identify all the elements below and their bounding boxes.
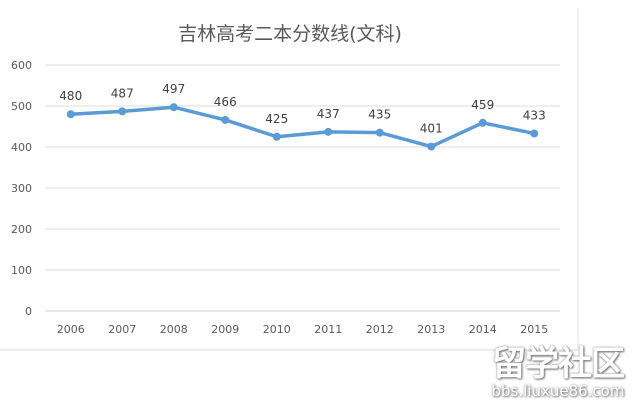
y-tick-label: 0 [25,305,32,318]
data-label: 459 [471,98,494,112]
chart-title: 吉林高考二本分数线(文科) [178,23,402,45]
x-tick-label: 2014 [469,323,497,336]
y-tick-label: 500 [11,100,32,113]
x-tick-label: 2012 [366,323,394,336]
y-tick-label: 200 [11,223,32,236]
x-tick-label: 2006 [57,323,85,336]
data-point [169,103,178,112]
data-label: 425 [265,112,288,126]
x-tick-label: 2013 [417,323,445,336]
series-line [70,105,535,149]
data-point [427,142,436,151]
data-label: 497 [162,82,185,96]
x-tick-label: 2011 [314,323,342,336]
data-point [66,110,75,119]
data-label: 480 [59,89,82,103]
data-label: 466 [214,95,237,109]
x-tick-label: 2008 [160,323,188,336]
data-label: 487 [111,86,134,100]
y-tick-label: 300 [11,182,32,195]
data-label: 401 [420,122,443,136]
y-tick-label: 400 [11,141,32,154]
x-tick-label: 2015 [520,323,548,336]
data-label: 433 [523,108,546,122]
data-label: 437 [317,107,340,121]
data-point [118,107,127,116]
data-point [324,127,333,136]
data-point [221,115,230,124]
x-tick-label: 2010 [263,323,291,336]
data-point [272,132,281,141]
data-point [478,118,487,127]
x-tick-label: 2007 [108,323,136,336]
y-tick-label: 600 [11,59,32,72]
data-label: 435 [368,108,391,122]
data-point [530,129,539,138]
data-point [375,128,384,137]
x-tick-label: 2009 [211,323,239,336]
y-tick-label: 100 [11,264,32,277]
